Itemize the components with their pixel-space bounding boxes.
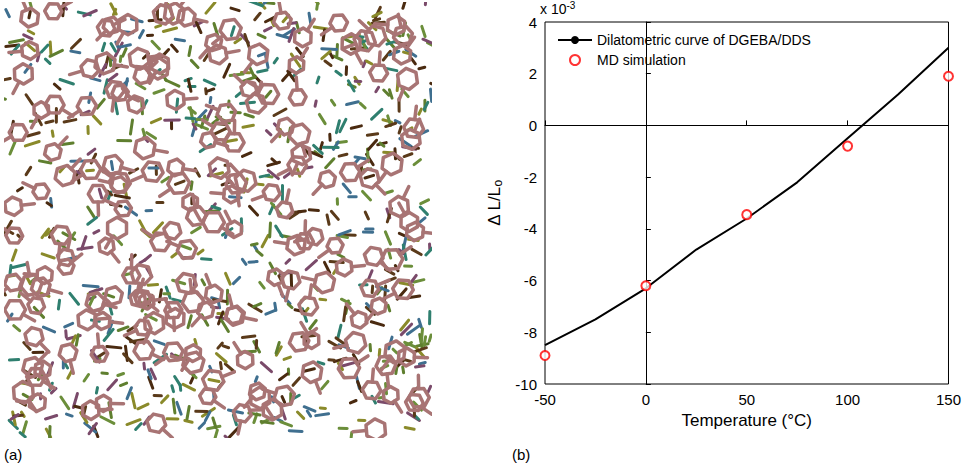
svg-text:x 10: x 10 [540,1,567,17]
svg-text:Temperature (°C): Temperature (°C) [681,411,812,430]
svg-text:2: 2 [529,65,537,82]
svg-text:-2: -2 [524,169,537,186]
html-text:(a): (a) [4,446,23,463]
svg-text:Dilatometric curve of DGEBA/DD: Dilatometric curve of DGEBA/DDS [597,32,811,48]
svg-text:4: 4 [529,14,537,31]
svg-text:-8: -8 [524,324,537,341]
svg-text:-6: -6 [524,272,537,289]
svg-text:MD simulation: MD simulation [597,52,686,68]
svg-text:o: o [491,179,505,186]
html-text:(b): (b) [512,446,531,463]
svg-text:-3: -3 [566,0,575,11]
svg-text:100: 100 [835,391,860,408]
svg-text:-4: -4 [524,220,537,237]
svg-text:50: 50 [738,391,755,408]
svg-text:Δ L/L: Δ L/L [485,187,504,226]
svg-text:-50: -50 [534,391,556,408]
svg-text:0: 0 [642,391,650,408]
svg-text:150: 150 [936,391,961,408]
svg-text:-10: -10 [515,376,537,393]
svg-text:0: 0 [529,117,537,134]
